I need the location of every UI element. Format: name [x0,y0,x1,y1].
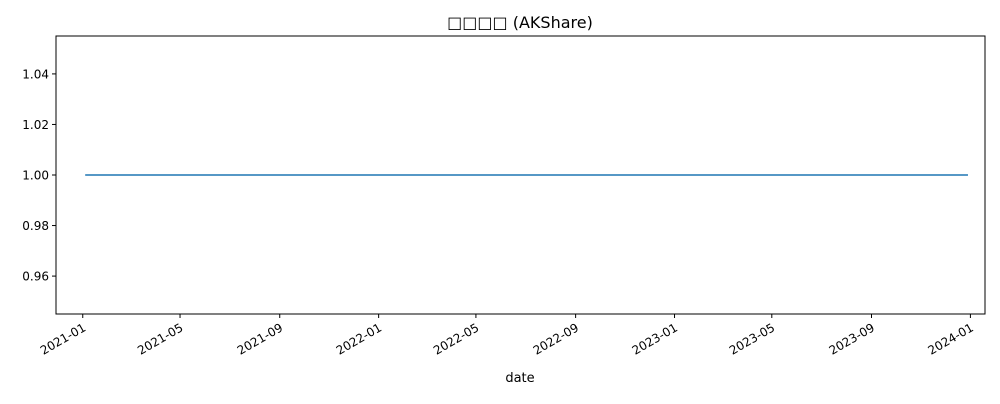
y-axis: 0.96 0.98 1.00 1.02 1.04 [22,67,56,284]
x-axis-label: date [505,371,534,386]
y-tick-label: 1.00 [22,169,49,183]
y-tick-label: 1.02 [22,118,49,132]
y-tick-label: 0.96 [22,270,49,284]
y-tick-label: 1.04 [22,67,49,81]
y-tick-label: 0.98 [22,219,49,233]
chart-title: □□□□ (AKShare) [447,13,593,32]
